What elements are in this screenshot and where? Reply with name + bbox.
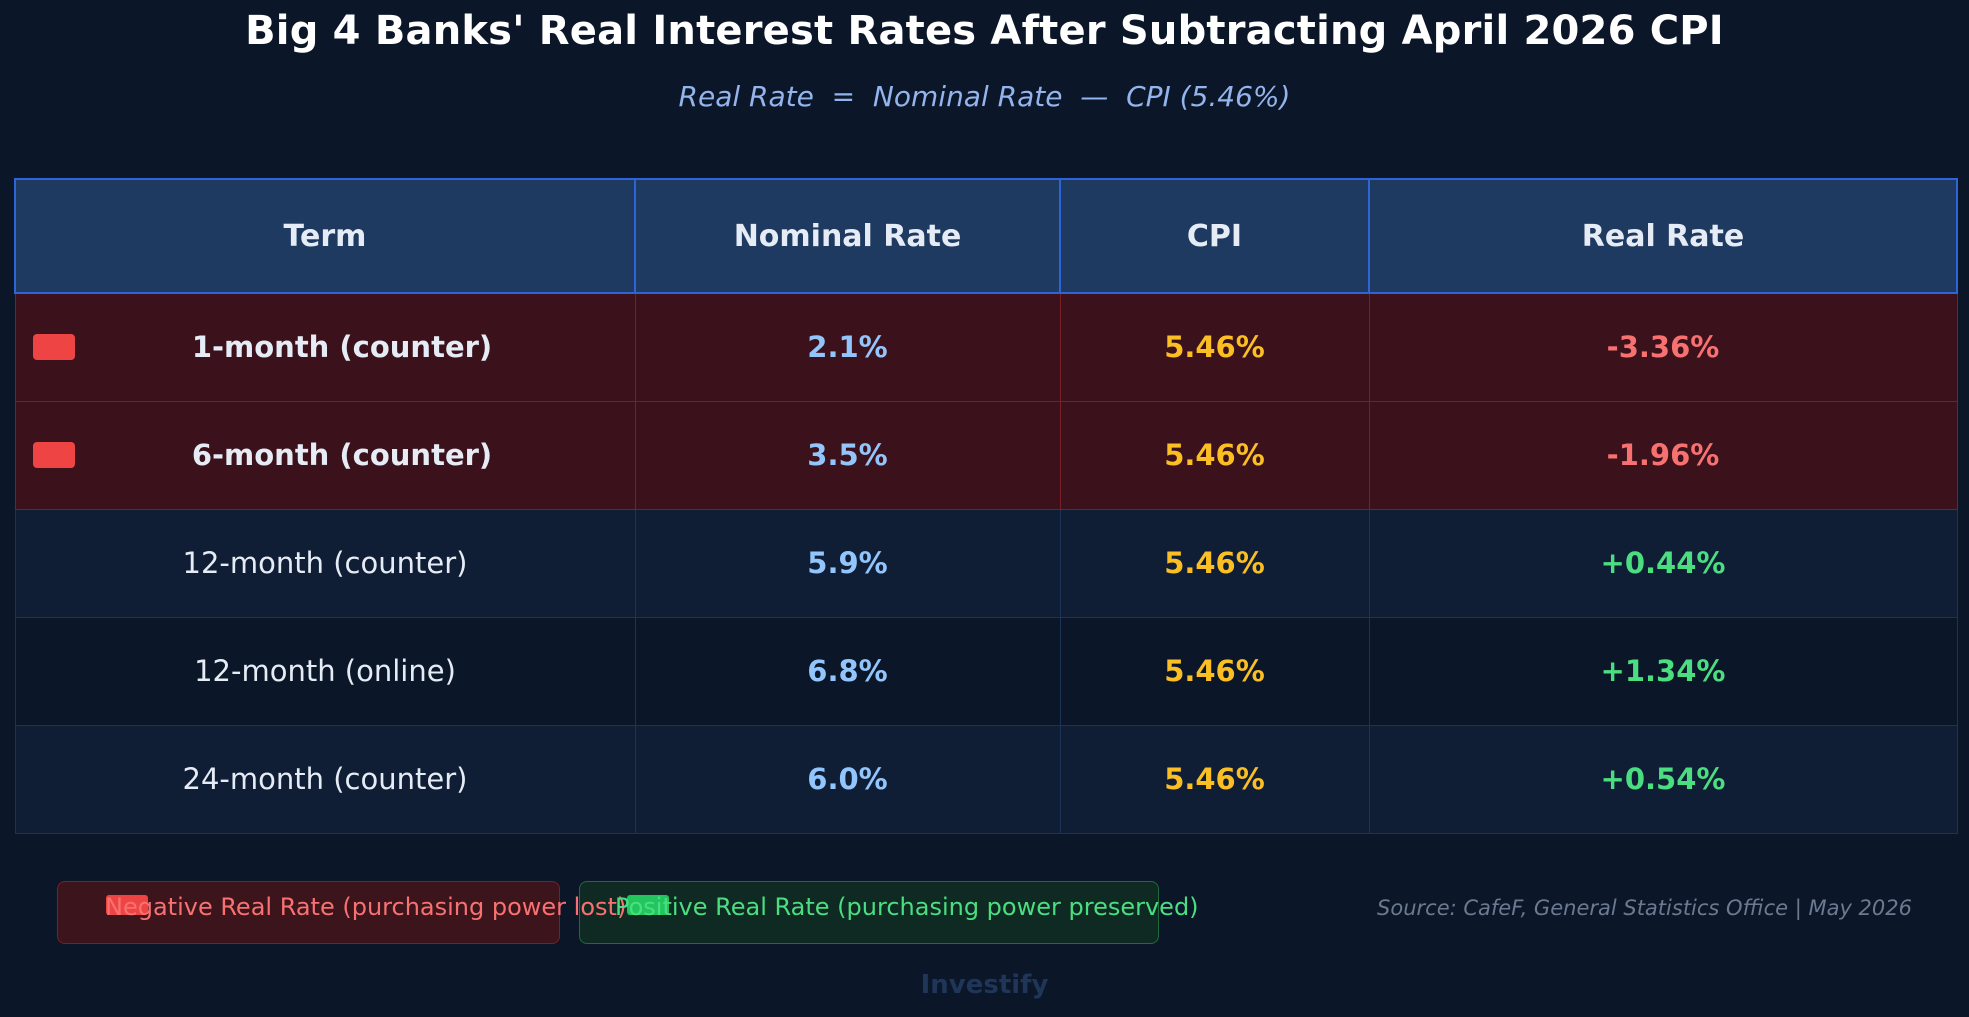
table-row: 24-month (counter) 6.0% 5.46% +0.54%	[14, 724, 1958, 835]
column-header-nominal-rate: Nominal Rate	[634, 178, 1061, 294]
cell-nominal-rate: 6.0%	[634, 724, 1061, 835]
chart-title: Big 4 Banks' Real Interest Rates After S…	[245, 8, 1724, 54]
cell-nominal-rate: 3.5%	[634, 400, 1061, 510]
negative-marker-icon	[32, 334, 75, 361]
real-rates-table: Term Nominal Rate CPI Real Rate 1-month …	[14, 178, 1958, 835]
table-header-row: Term Nominal Rate CPI Real Rate	[14, 178, 1958, 294]
legend-item-positive	[579, 881, 1159, 944]
cell-term: 1-month (counter)	[14, 292, 636, 402]
legend-label-negative: Negative Real Rate (purchasing power los…	[105, 893, 627, 921]
cell-term: 6-month (counter)	[14, 400, 636, 510]
cell-nominal-rate: 2.1%	[634, 292, 1061, 402]
chart-subtitle: Real Rate = Nominal Rate — CPI (5.46%)	[678, 80, 1291, 113]
legend-swatch-positive	[627, 895, 669, 915]
cell-real-rate: +0.54%	[1368, 724, 1958, 835]
term-label: 12-month (online)	[194, 654, 456, 689]
table-row: 6-month (counter) 3.5% 5.46% -1.96%	[14, 400, 1958, 510]
term-label: 24-month (counter)	[182, 762, 468, 797]
cell-real-rate: -3.36%	[1368, 292, 1958, 402]
cell-cpi: 5.46%	[1059, 724, 1370, 835]
legend-swatch-negative	[106, 895, 148, 915]
cell-term: 12-month (counter)	[14, 508, 636, 618]
cell-term: 12-month (online)	[14, 616, 636, 726]
term-label: 12-month (counter)	[182, 546, 468, 581]
term-label: 6-month (counter)	[191, 438, 493, 473]
brand-watermark: Investify	[920, 970, 1049, 1000]
negative-marker-icon	[32, 442, 75, 469]
column-header-term: Term	[14, 178, 636, 294]
column-header-real-rate: Real Rate	[1368, 178, 1958, 294]
cell-cpi: 5.46%	[1059, 508, 1370, 618]
table-body: 1-month (counter) 2.1% 5.46% -3.36% 6-month …	[14, 292, 1958, 835]
cell-cpi: 5.46%	[1059, 292, 1370, 402]
legend-label-positive: Positive Real Rate (purchasing power pre…	[615, 893, 1199, 921]
cell-real-rate: +0.44%	[1368, 508, 1958, 618]
cell-cpi: 5.46%	[1059, 616, 1370, 726]
cell-term: 24-month (counter)	[14, 724, 636, 835]
column-header-cpi: CPI	[1059, 178, 1370, 294]
cell-nominal-rate: 5.9%	[634, 508, 1061, 618]
cell-nominal-rate: 6.8%	[634, 616, 1061, 726]
cell-real-rate: -1.96%	[1368, 400, 1958, 510]
table-row: 12-month (counter) 5.9% 5.46% +0.44%	[14, 508, 1958, 618]
table-row: 12-month (online) 6.8% 5.46% +1.34%	[14, 616, 1958, 726]
source-note: Source: CafeF, General Statistics Office…	[1377, 896, 1912, 920]
cell-real-rate: +1.34%	[1368, 616, 1958, 726]
cell-cpi: 5.46%	[1059, 400, 1370, 510]
table-row: 1-month (counter) 2.1% 5.46% -3.36%	[14, 292, 1958, 402]
term-label: 1-month (counter)	[191, 330, 493, 365]
